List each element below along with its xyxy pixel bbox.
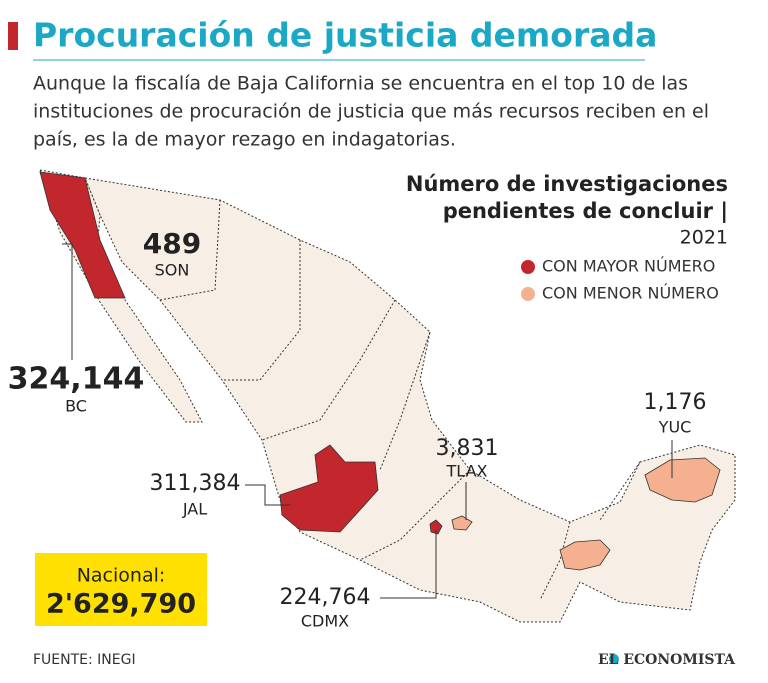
legend-year: 2021 <box>680 227 728 249</box>
region-state: TLAX <box>446 462 488 481</box>
legend-label: CON MENOR NÚMERO <box>542 284 719 303</box>
region-jal <box>279 444 379 533</box>
leader-bc <box>62 243 73 360</box>
region-state: YUC <box>658 418 692 437</box>
brand-icon <box>609 654 619 664</box>
map <box>39 169 736 623</box>
state-borders <box>159 199 641 601</box>
subtitle: instituciones de procuración de justicia… <box>33 101 709 123</box>
legend-label: CON MAYOR NÚMERO <box>542 257 715 276</box>
leader-cdmx <box>380 530 437 599</box>
region-value: 311,384 <box>150 471 241 496</box>
region-value: 224,764 <box>280 585 371 610</box>
region-value: 324,144 <box>8 362 145 397</box>
region-state: BC <box>65 397 87 416</box>
region-state: SON <box>155 261 190 280</box>
legend-swatch <box>521 287 535 301</box>
region-tlax <box>451 515 473 531</box>
region-state: JAL <box>182 500 207 519</box>
region-value: 489 <box>143 227 201 260</box>
region-cdmx <box>429 519 443 535</box>
region-bc <box>39 171 126 299</box>
region-value: 1,176 <box>644 390 707 415</box>
leader-jal <box>245 484 290 506</box>
subtitle: país, es la de mayor rezago en indagator… <box>33 129 456 151</box>
national-box <box>35 553 207 626</box>
national-label: Nacional: <box>77 565 166 587</box>
title: Procuración de justicia demorada <box>33 16 657 55</box>
mainland <box>84 177 736 623</box>
legend-swatch <box>521 260 535 274</box>
national-value: 2'629,790 <box>46 589 196 620</box>
legend-title: pendientes de concluir | <box>443 199 728 224</box>
legend-title: Número de investigaciones <box>406 172 728 196</box>
source: FUENTE: INEGI <box>33 652 136 668</box>
region-value: 3,831 <box>436 436 499 461</box>
region-yuc <box>644 457 721 503</box>
brand: EL ECONOMISTA <box>598 652 736 668</box>
region-light <box>559 539 611 571</box>
subtitle: Aunque la fiscalía de Baja California se… <box>33 73 688 95</box>
leader-lines <box>62 243 673 599</box>
title-marker <box>8 22 18 50</box>
region-state: CDMX <box>301 612 349 631</box>
